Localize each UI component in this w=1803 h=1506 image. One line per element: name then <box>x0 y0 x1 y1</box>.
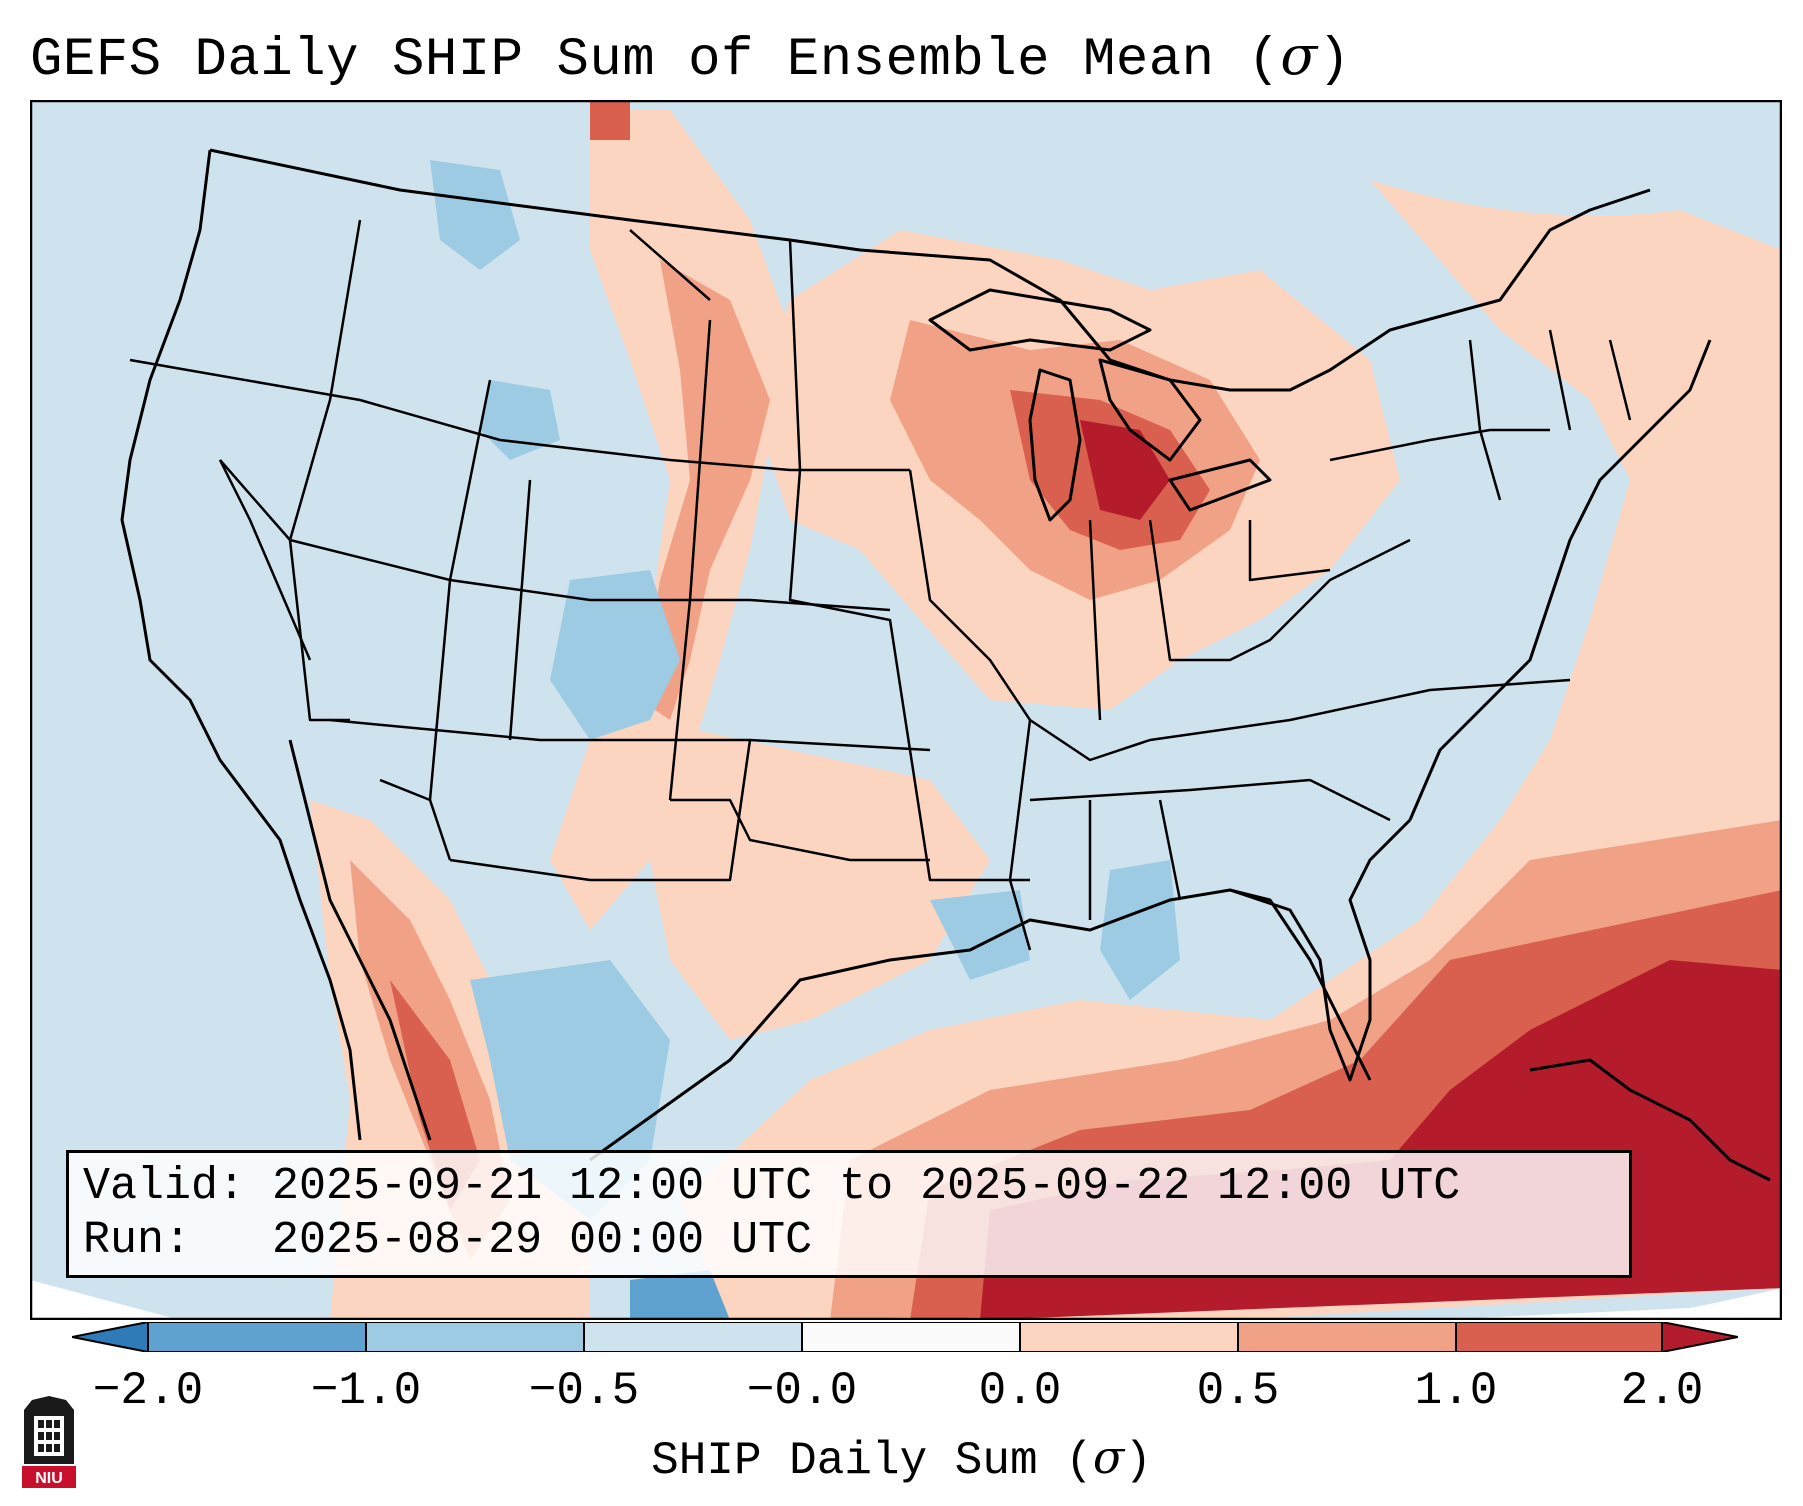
valid-run-info-box: Valid: 2025-09-21 12:00 UTC to 2025-09-2… <box>66 1150 1632 1278</box>
niu-logo-icon: NIU <box>22 1396 76 1488</box>
colorbar-bin-6 <box>1238 1322 1456 1352</box>
colorbar-tick-label: −0.5 <box>528 1365 640 1417</box>
map-panel <box>30 100 1782 1320</box>
colorbar-tick-label: −2.0 <box>92 1365 204 1417</box>
colorbar-tick-label: 1.0 <box>1414 1365 1498 1417</box>
valid-time-text: Valid: 2025-09-21 12:00 UTC to 2025-09-2… <box>83 1161 1461 1212</box>
west-coast <box>120 149 362 1141</box>
colorbar-bin-4 <box>802 1322 1020 1352</box>
colorbar-label: SHIP Daily Sum (σ) <box>651 1430 1152 1487</box>
colorbar-over-arrow <box>1662 1322 1738 1352</box>
colorbar-tick-label: 0.0 <box>978 1365 1062 1417</box>
colorbar-tick-label: 0.5 <box>1196 1365 1280 1417</box>
anomaly-map <box>30 100 1782 1320</box>
florida-coast <box>1229 888 1372 1081</box>
baja-coast <box>288 739 432 1141</box>
colorbar-bin-1 <box>148 1322 366 1352</box>
colorbar-under-arrow <box>72 1322 148 1352</box>
logo-text: NIU <box>35 1470 63 1487</box>
lake-erie <box>1168 458 1272 512</box>
gulf-coast <box>589 818 1412 1162</box>
country-and-coast-outlines <box>120 148 1771 1182</box>
map-frame <box>30 100 1782 1320</box>
colorbar-tick-label: −1.0 <box>310 1365 422 1417</box>
run-time-text: Run: 2025-08-29 00:00 UTC <box>83 1215 813 1266</box>
cuba <box>1529 1058 1771 1182</box>
state-borders <box>129 219 1632 951</box>
colorbar-bin-5 <box>1020 1322 1238 1352</box>
map-title: GEFS Daily SHIP Sum of Ensemble Mean (σ) <box>30 24 1351 91</box>
lake-huron <box>1098 358 1202 462</box>
lake-superior <box>928 288 1152 352</box>
colorbar-bin-7 <box>1456 1322 1662 1352</box>
colorbar-bin-3 <box>584 1322 802 1352</box>
lake-michigan <box>1028 368 1082 522</box>
east-coast <box>1408 339 1712 821</box>
colorbar-tick-label: −0.0 <box>746 1365 858 1417</box>
colorbar-bin-2 <box>366 1322 584 1352</box>
colorbar <box>72 1322 1738 1352</box>
colorbar-ticks <box>147 1322 1663 1352</box>
colorbar-tick-label: 2.0 <box>1620 1365 1704 1417</box>
